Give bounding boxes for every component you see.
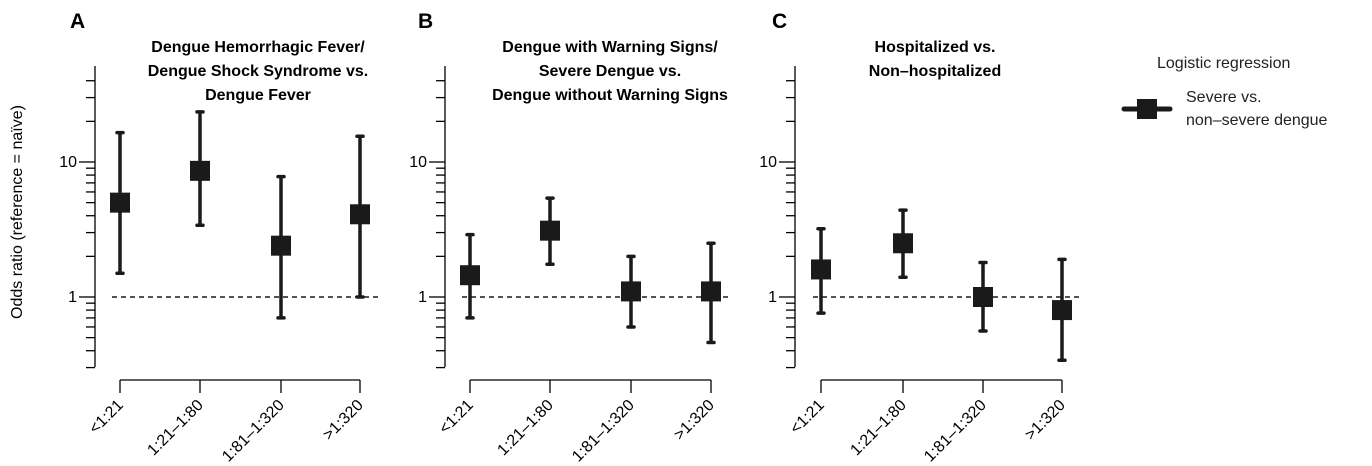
legend: Logistic regression Severe vs. non–sever… (1121, 55, 1328, 129)
panel-b: B Dengue with Warning Signs/Severe Dengue… (409, 10, 731, 465)
panels: A Dengue Hemorrhagic Fever/Dengue Shock S… (59, 10, 1082, 465)
legend-entry-line1: Severe vs. (1186, 89, 1262, 106)
y-tick-label: 10 (759, 154, 777, 171)
panel-letter: B (418, 10, 433, 33)
x-tick-label: 1:81–1:320 (569, 397, 638, 466)
legend-title: Logistic regression (1157, 55, 1290, 72)
panel-a: A Dengue Hemorrhagic Fever/Dengue Shock S… (59, 10, 380, 465)
panel-title-line: Non–hospitalized (869, 63, 1001, 80)
x-tick-label: <1:21 (787, 397, 828, 438)
point-marker (271, 235, 291, 256)
panel-title-line: Dengue Shock Syndrome vs. (148, 63, 369, 80)
x-tick-label: >1:320 (671, 397, 718, 444)
point-marker (1052, 300, 1072, 321)
y-tick-label: 10 (409, 154, 427, 171)
panel-c: C Hospitalized vs. Non–hospitalized 1 10 <1:2… (759, 10, 1082, 465)
x-tick-label: 1:21–1:80 (144, 397, 206, 459)
panel-title-line: Hospitalized vs. (875, 39, 996, 56)
panel-title-line: Severe Dengue vs. (539, 63, 681, 80)
x-tick-label: >1:320 (1022, 397, 1069, 444)
point-marker (540, 220, 560, 241)
x-tick-label: <1:21 (86, 397, 127, 438)
panel-letter: A (70, 10, 85, 33)
x-tick-label: 1:81–1:320 (921, 397, 990, 466)
x-tick-label: <1:21 (436, 397, 477, 438)
point-marker (350, 204, 370, 225)
point-marker (701, 281, 721, 302)
y-tick-label: 1 (768, 289, 777, 306)
y-tick-label: 1 (418, 289, 427, 306)
panel-title-line: Dengue without Warning Signs (492, 87, 728, 104)
panel-title-line: Dengue Fever (205, 87, 311, 104)
point-marker (893, 233, 913, 254)
point-marker (110, 192, 130, 213)
x-tick-label: 1:81–1:320 (219, 397, 288, 466)
legend-square-marker (1137, 99, 1157, 119)
panel-title-line: Dengue Hemorrhagic Fever/ (151, 39, 365, 56)
panel-title-line: Dengue with Warning Signs/ (502, 39, 718, 56)
point-marker (190, 160, 210, 181)
panel-letter: C (772, 10, 787, 33)
x-tick-label: 1:21–1:80 (494, 397, 556, 459)
legend-entry-line2: non–severe dengue (1186, 112, 1328, 129)
point-marker (621, 281, 641, 302)
y-tick-label: 1 (68, 289, 77, 306)
point-marker (460, 265, 480, 286)
point-marker (811, 259, 831, 280)
point-marker (973, 287, 993, 307)
y-axis-title: Odds ratio (reference = naïve) (9, 105, 26, 319)
x-tick-label: >1:320 (320, 397, 367, 444)
x-tick-label: 1:21–1:80 (847, 397, 909, 459)
y-tick-label: 10 (59, 154, 77, 171)
